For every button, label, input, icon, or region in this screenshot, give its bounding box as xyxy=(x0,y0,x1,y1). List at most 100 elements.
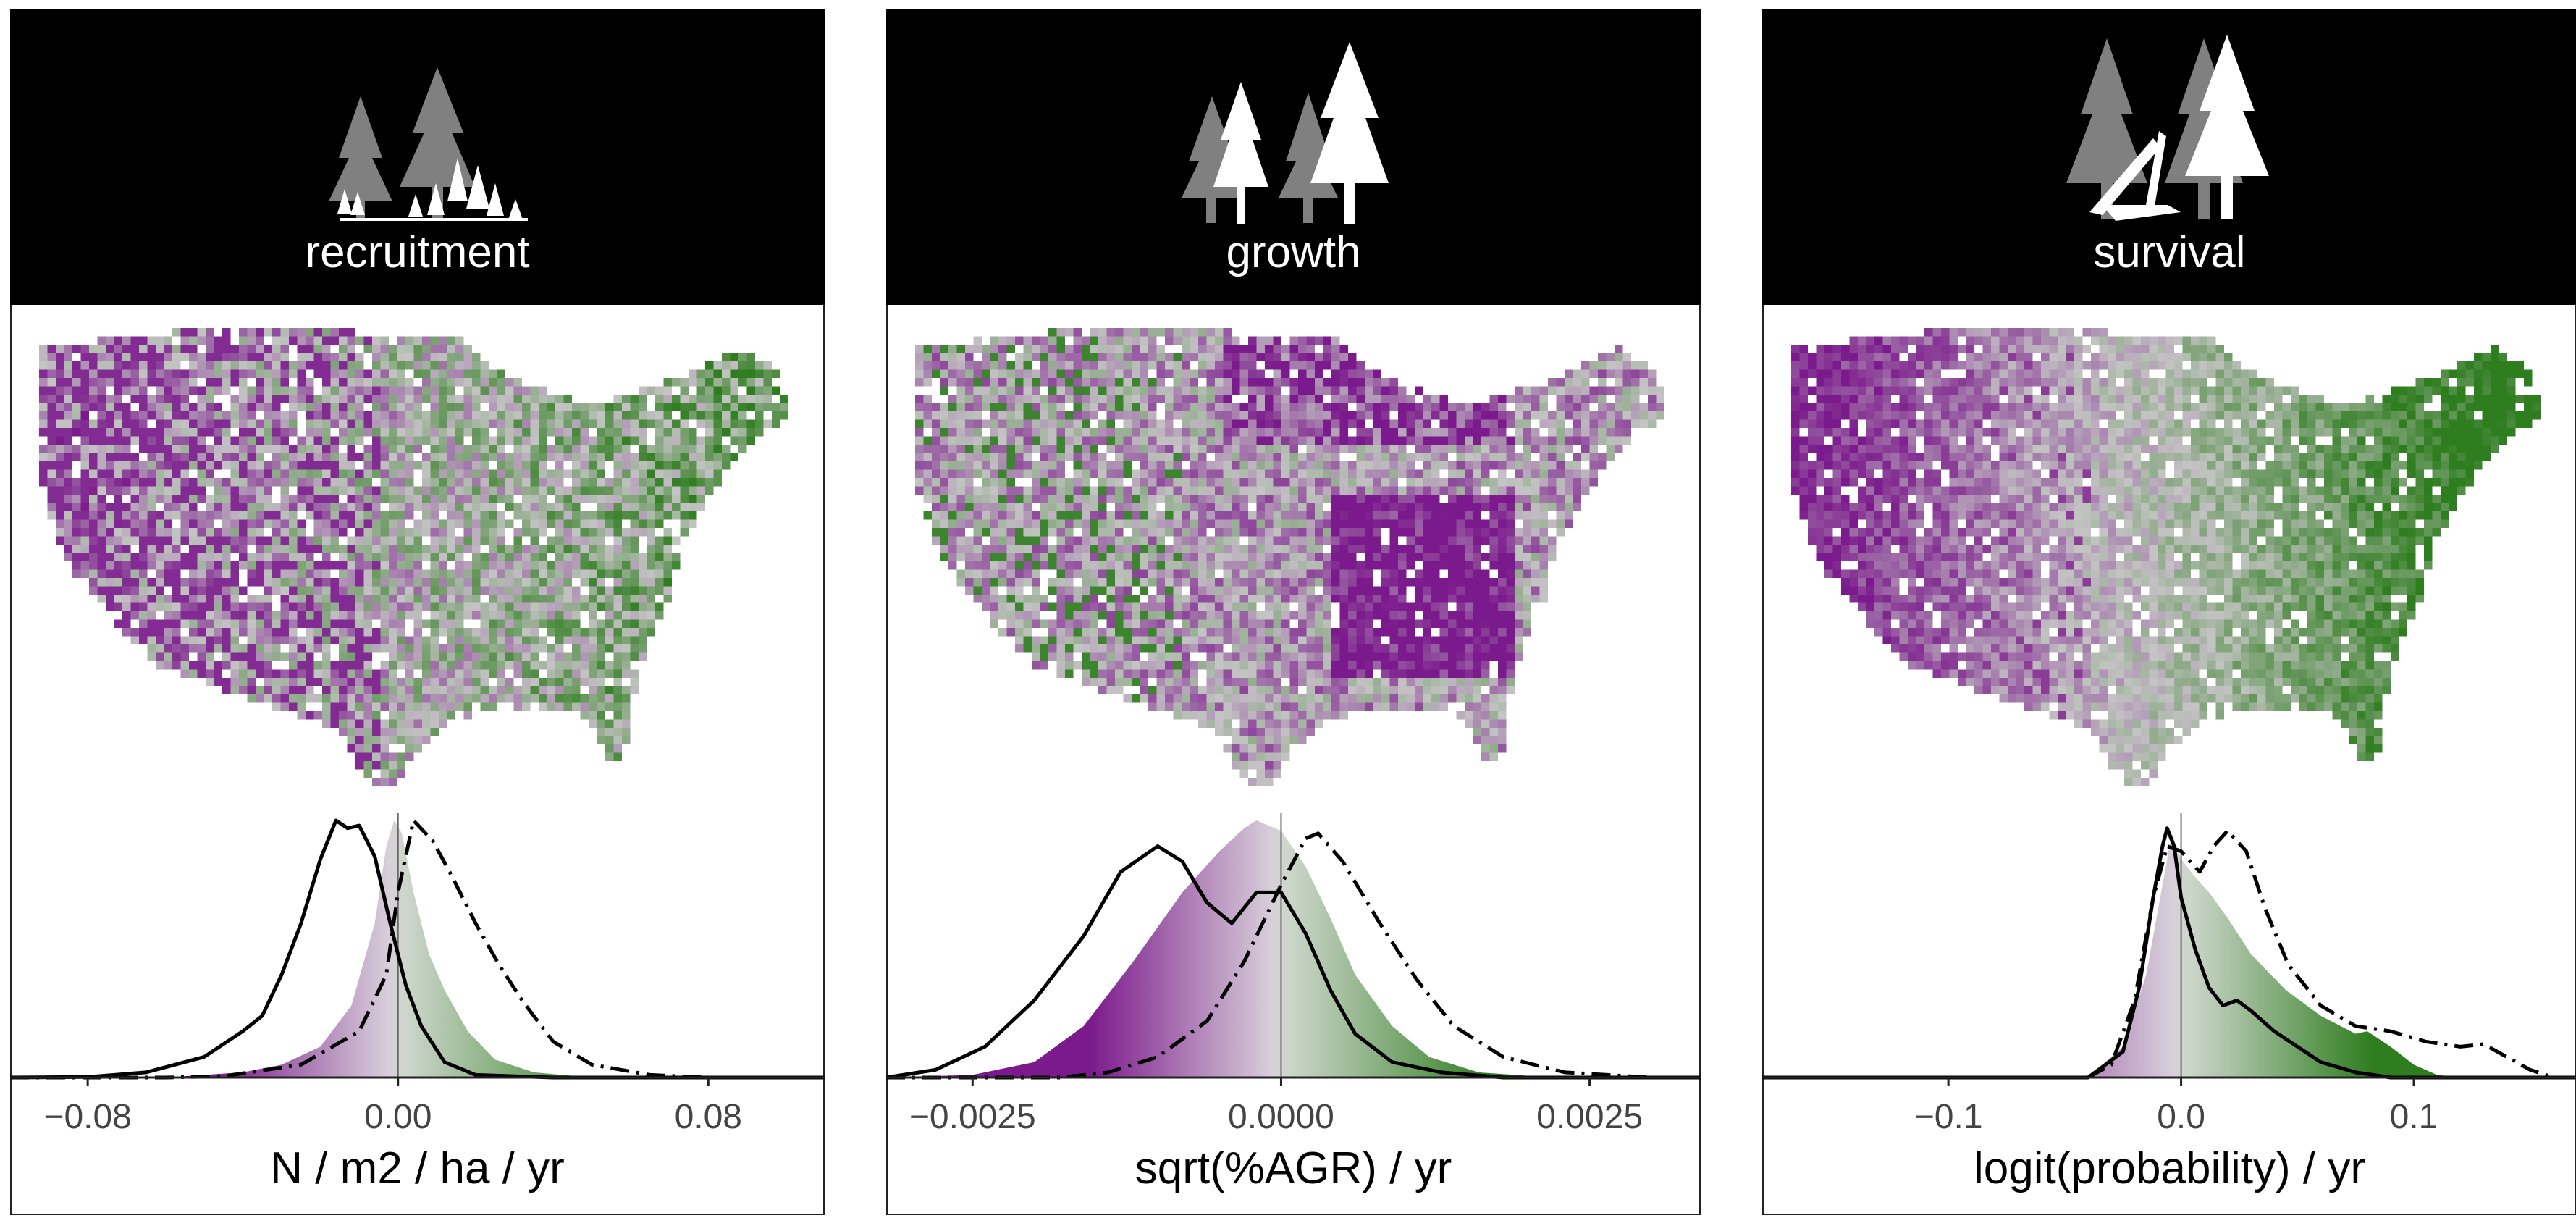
map-cell xyxy=(1190,403,1198,411)
map-cell xyxy=(280,503,289,511)
map-cell xyxy=(106,595,114,603)
map-cell xyxy=(772,419,780,428)
map-cell xyxy=(214,461,222,470)
map-cell xyxy=(1140,436,1148,445)
map-cell xyxy=(89,578,98,587)
map-cell xyxy=(915,461,924,470)
map-cell xyxy=(990,336,998,345)
map-cell xyxy=(139,361,148,370)
map-cell xyxy=(539,428,547,437)
map-cell xyxy=(206,628,214,637)
map-cell xyxy=(622,395,631,403)
map-cell xyxy=(489,636,497,644)
map-cell xyxy=(547,453,555,461)
map-cell xyxy=(1056,345,1065,353)
map-cell xyxy=(1248,511,1257,520)
map-cell xyxy=(1040,536,1048,545)
map-cell xyxy=(347,395,355,403)
map-cell xyxy=(1082,369,1090,378)
map-cell xyxy=(1023,461,1032,470)
map-cell xyxy=(1531,503,1540,511)
map-cell xyxy=(397,403,405,411)
map-cell xyxy=(106,419,114,428)
map-cell xyxy=(472,503,481,511)
map-cell xyxy=(289,511,298,520)
map-cell xyxy=(1598,428,1607,437)
map-cell xyxy=(430,528,439,537)
map-cell xyxy=(189,445,198,453)
map-cell xyxy=(505,378,514,387)
map-cell xyxy=(1015,545,1024,553)
map-cell xyxy=(172,569,181,578)
map-cell xyxy=(405,702,414,711)
map-cell xyxy=(597,619,605,628)
map-cell xyxy=(1215,336,1224,345)
map-cell xyxy=(663,403,672,411)
map-cell xyxy=(463,345,472,353)
map-cell xyxy=(505,553,514,561)
map-cell xyxy=(1073,428,1082,437)
map-cell xyxy=(1523,469,1531,478)
map-cell xyxy=(513,386,522,395)
map-cell xyxy=(130,602,139,611)
map-cell xyxy=(339,511,348,520)
map-cell xyxy=(1523,445,1531,453)
map-cell xyxy=(313,428,322,437)
map-cell xyxy=(1032,461,1040,470)
map-cell xyxy=(439,586,447,595)
map-cell xyxy=(1206,369,1215,378)
map-cell xyxy=(1331,353,1340,361)
map-cell xyxy=(647,595,655,603)
map-cell xyxy=(622,578,631,587)
map-cell xyxy=(247,503,256,511)
map-cell xyxy=(973,419,982,428)
map-cell xyxy=(480,511,489,520)
map-cell xyxy=(97,336,106,345)
map-cell xyxy=(497,578,505,587)
map-cell xyxy=(513,595,522,603)
map-cell xyxy=(313,411,322,420)
map-cell xyxy=(230,395,239,403)
map-cell xyxy=(480,569,489,578)
map-cell xyxy=(1639,361,1648,370)
map-cell xyxy=(605,752,614,761)
map-cell xyxy=(280,628,289,637)
map-cell xyxy=(1156,369,1165,378)
map-cell xyxy=(639,586,647,595)
map-cell xyxy=(1323,411,1331,420)
map-cell xyxy=(297,361,306,370)
map-cell xyxy=(965,511,974,520)
map-cell xyxy=(932,528,940,537)
map-cell xyxy=(572,436,581,445)
map-cell xyxy=(1273,419,1281,428)
map-cell xyxy=(1073,419,1082,428)
map-cell xyxy=(539,411,547,420)
map-cell xyxy=(256,561,264,570)
map-cell xyxy=(430,486,439,495)
map-cell xyxy=(56,411,64,420)
map-cell xyxy=(363,345,372,353)
map-cell xyxy=(672,553,681,561)
map-cell xyxy=(572,602,581,611)
map-cell xyxy=(622,611,631,620)
map-cell xyxy=(965,428,974,437)
map-cell xyxy=(47,495,56,503)
map-cell xyxy=(547,419,555,428)
map-cell xyxy=(530,411,539,420)
map-cell xyxy=(472,386,481,395)
map-cell xyxy=(405,511,414,520)
map-cell xyxy=(1006,528,1015,537)
map-cell xyxy=(147,511,156,520)
map-cell xyxy=(289,686,298,694)
map-cell xyxy=(122,436,131,445)
map-cell xyxy=(164,486,172,495)
map-cell xyxy=(372,628,381,637)
map-cell xyxy=(1132,361,1140,370)
map-cell xyxy=(622,503,631,511)
map-cell xyxy=(380,761,389,770)
map-cell xyxy=(940,461,948,470)
map-cell xyxy=(572,619,581,628)
map-cell xyxy=(422,711,431,720)
map-cell xyxy=(114,545,122,553)
map-cell xyxy=(547,678,555,686)
